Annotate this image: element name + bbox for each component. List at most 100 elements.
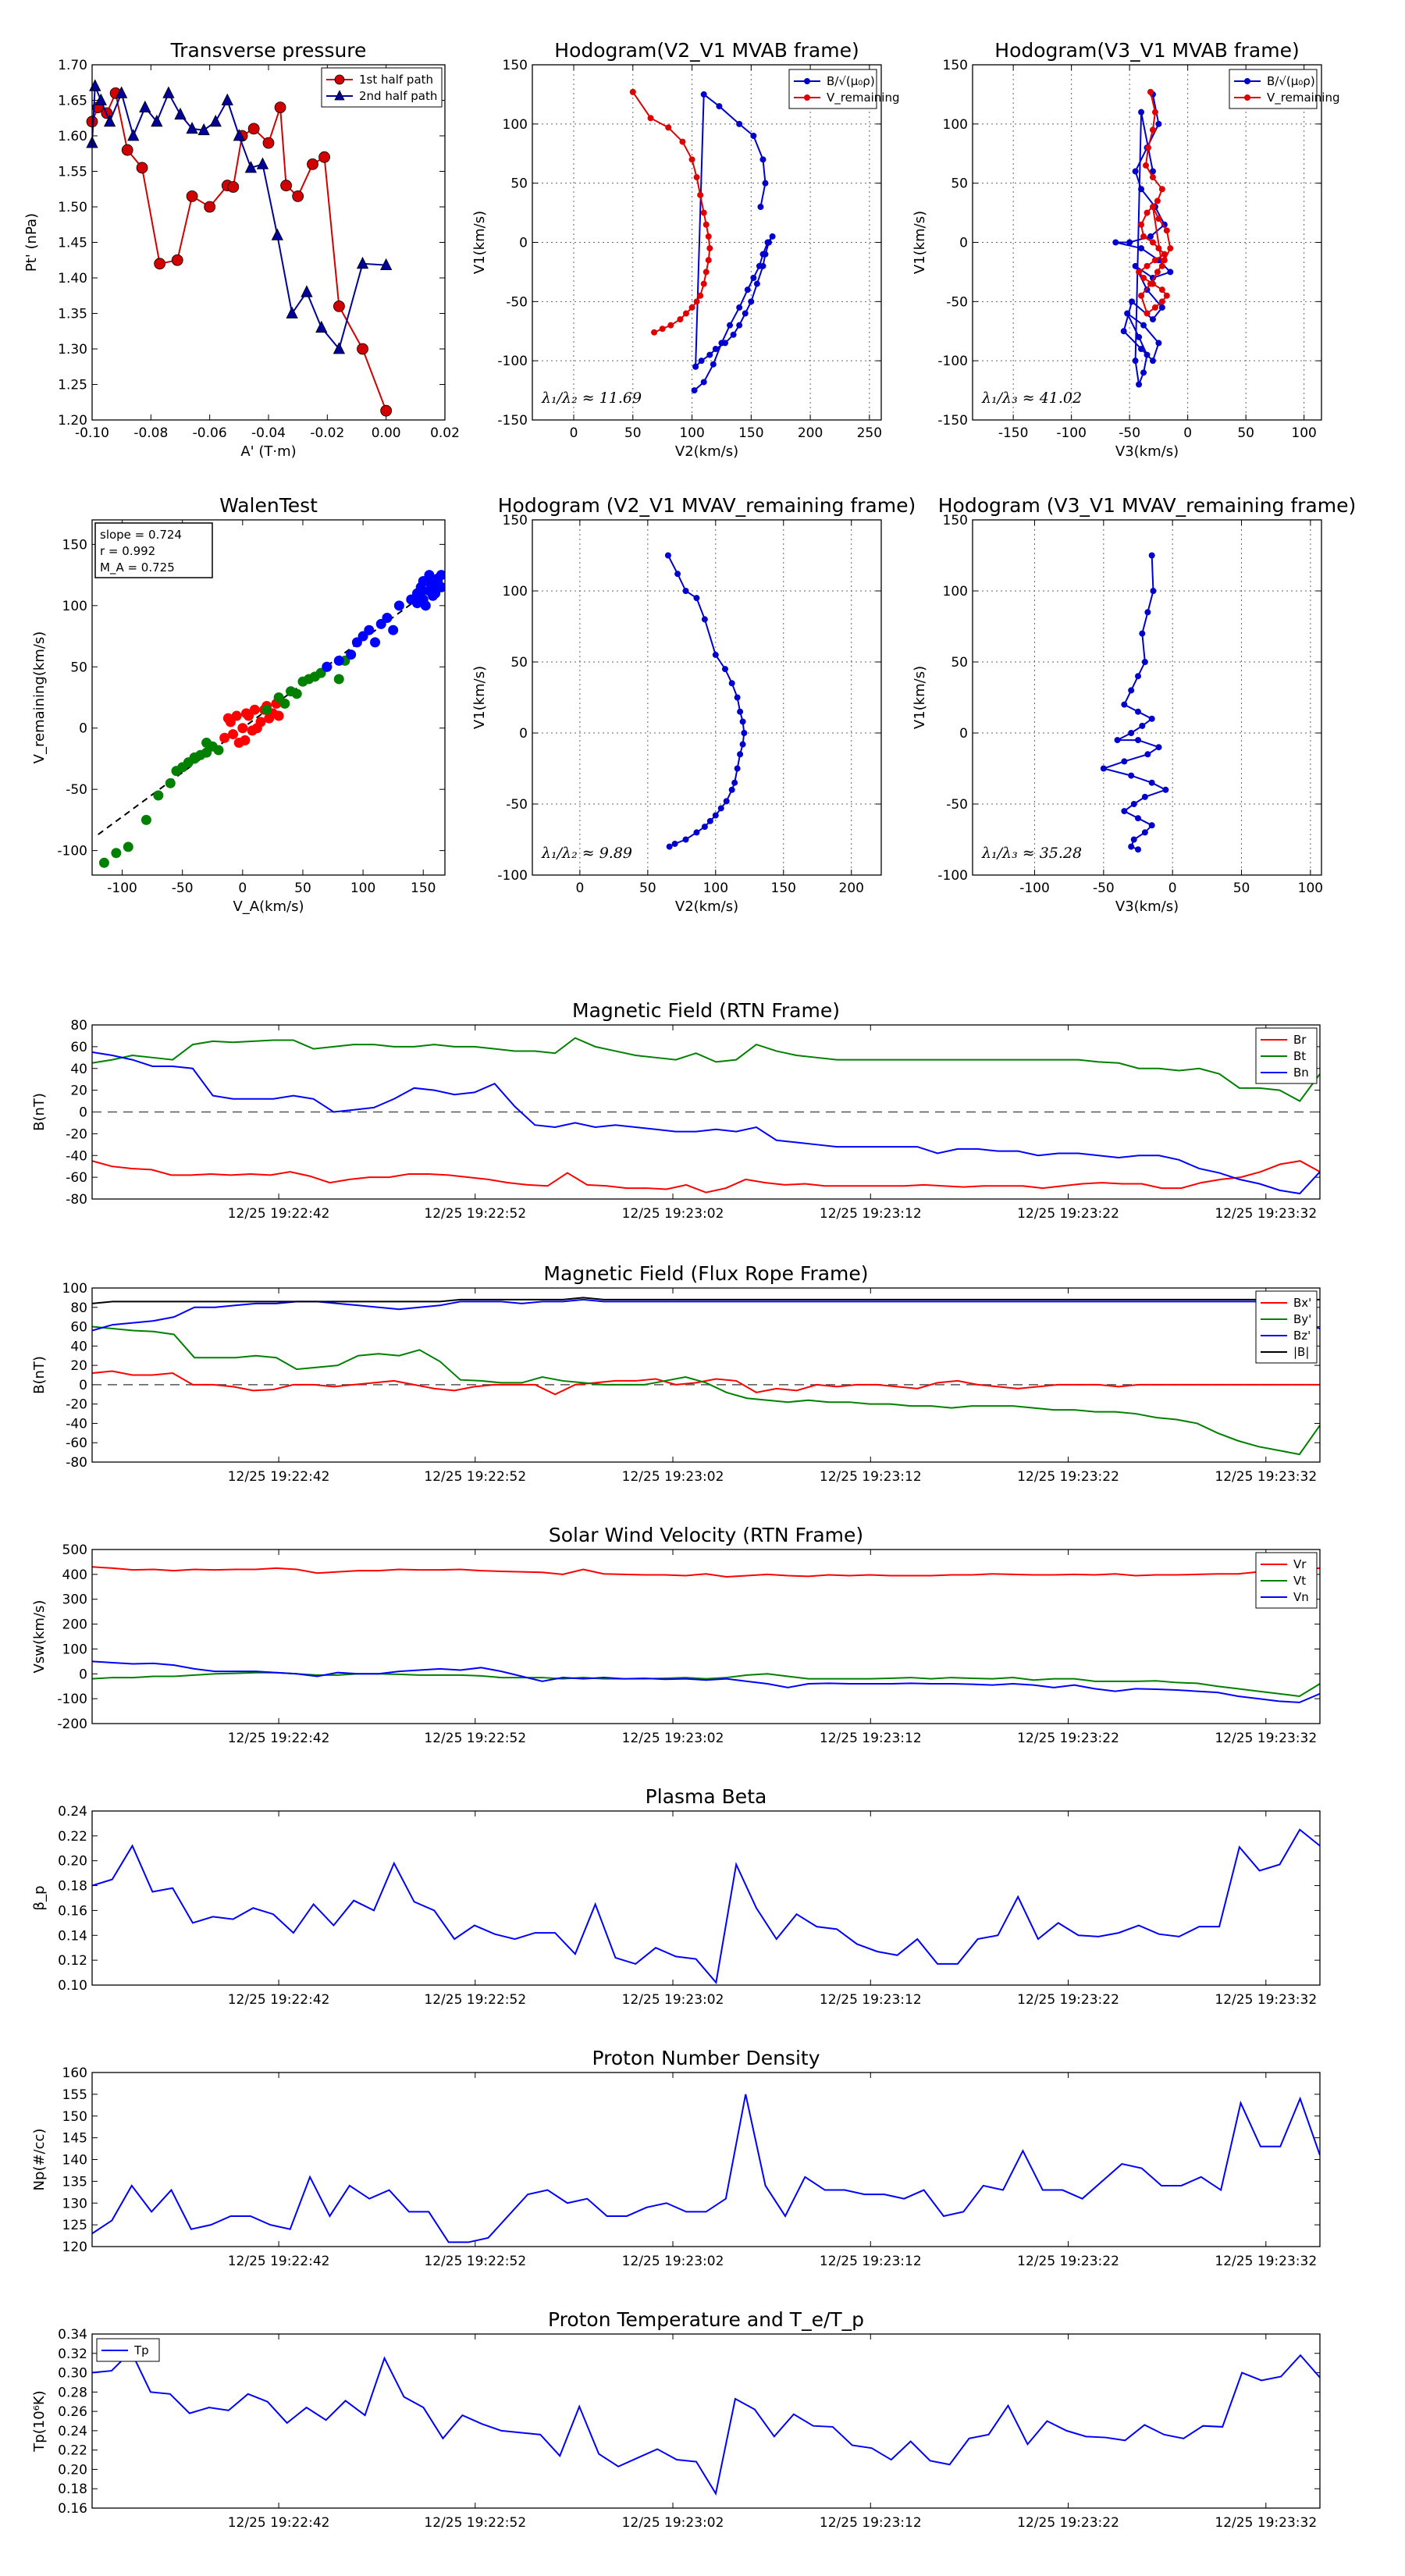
plot-frame (91, 519, 446, 876)
data-point (301, 285, 313, 297)
x-tick-label: -100 (1056, 425, 1087, 441)
data-point (136, 162, 148, 174)
data-point (691, 387, 698, 394)
time-tick-label: 12/25 19:22:42 (228, 1469, 330, 1485)
data-point (315, 320, 328, 333)
time-tick-label: 12/25 19:23:32 (1215, 1992, 1317, 2008)
data-point (804, 94, 810, 101)
y-tick-label: 1.70 (58, 58, 87, 73)
data-point (667, 322, 674, 329)
data-point (1138, 292, 1145, 299)
y-tick-label: 400 (62, 1567, 87, 1583)
data-point (1138, 346, 1145, 352)
data-point (249, 704, 260, 715)
y-tick-label: 0.32 (58, 2347, 87, 2362)
data-point (1141, 659, 1148, 665)
y-tick-label: 200 (62, 1617, 87, 1633)
data-point (174, 107, 187, 120)
data-point (334, 90, 345, 101)
legend-label: Bz' (1293, 1329, 1311, 1343)
data-point (1144, 144, 1151, 151)
data-point (721, 666, 728, 673)
time-tick-label: 12/25 19:22:52 (424, 1206, 526, 1222)
data-point (1154, 197, 1161, 205)
legend (788, 69, 877, 109)
data-point (1140, 322, 1147, 329)
chart-title: Plasma Beta (646, 1785, 767, 1808)
y-axis-label: β_p (31, 1886, 48, 1911)
data-point (186, 122, 198, 134)
data-point (769, 233, 776, 240)
data-point (89, 79, 101, 91)
data-point (121, 144, 133, 156)
data-point (693, 829, 700, 836)
y-axis-label: Np(#/cc) (31, 2129, 48, 2191)
time-tick-label: 12/25 19:22:42 (228, 2254, 330, 2269)
data-point (154, 258, 166, 270)
data-point (701, 824, 708, 831)
x-tick-label: -0.08 (133, 425, 168, 441)
x-tick-label: 100 (679, 425, 704, 441)
y-tick-label: 150 (62, 537, 87, 553)
data-point (766, 239, 773, 246)
data-point (1150, 588, 1157, 594)
series-line (631, 91, 711, 333)
legend-label: Bn (1293, 1066, 1309, 1080)
time-tick-label: 12/25 19:23:12 (820, 1469, 922, 1485)
y-axis-label: V_remaining(km/s) (31, 632, 48, 764)
eigenvalue-ratio: λ₁/λ₂ ≈ 11.69 (541, 390, 642, 407)
data-point (370, 637, 381, 648)
data-point (116, 86, 128, 98)
x-tick-label: -50 (1093, 881, 1115, 896)
data-point (1135, 708, 1142, 715)
data-point (1148, 779, 1155, 786)
data-point (1163, 292, 1170, 299)
data-point (1135, 846, 1142, 853)
data-point (334, 74, 345, 85)
data-point (1140, 233, 1147, 240)
y-tick-label: -200 (57, 1717, 87, 1732)
data-point (428, 590, 439, 601)
data-point (412, 598, 423, 609)
chart-title: Proton Number Density (592, 2047, 820, 2069)
x-tick-label: 150 (771, 881, 796, 896)
data-point (1135, 815, 1142, 822)
data-point (736, 120, 743, 127)
y-tick-label: 150 (943, 58, 968, 73)
data-point (432, 573, 443, 584)
y-tick-label: 20 (70, 1358, 87, 1374)
y-tick-label: 0.20 (58, 1854, 87, 1870)
x-tick-label: -0.02 (310, 425, 344, 441)
y-tick-label: 1.50 (58, 200, 87, 215)
data-point (721, 340, 728, 347)
y-tick-label: -50 (946, 294, 968, 310)
y-tick-label: 1.35 (58, 307, 87, 322)
y-tick-label: 150 (943, 513, 968, 528)
x-tick-label: 0.02 (430, 425, 460, 441)
series-line (92, 1660, 1320, 1703)
time-tick-label: 12/25 19:22:42 (228, 1731, 330, 1746)
data-point (1141, 829, 1148, 836)
x-tick-label: 150 (738, 425, 763, 441)
data-point (712, 346, 719, 352)
chart-title: Solar Wind Velocity (RTN Frame) (549, 1524, 863, 1546)
series-line (1115, 94, 1172, 388)
data-point (1124, 310, 1131, 317)
y-tick-label: 100 (62, 1281, 87, 1297)
y-tick-label: -20 (66, 1397, 87, 1413)
data-point (679, 138, 686, 145)
data-point (705, 257, 712, 264)
data-point (730, 331, 737, 338)
data-point (256, 157, 269, 169)
series-line (92, 1297, 1320, 1304)
y-tick-label: 155 (62, 2087, 87, 2103)
y-tick-label: 100 (943, 117, 968, 133)
data-point (189, 753, 200, 764)
time-tick-label: 12/25 19:22:52 (424, 2515, 526, 2531)
y-axis-label: V1(km/s) (912, 211, 928, 274)
chart-7: Magnetic Field (Flux Rope Frame) -80 -60 -4… (31, 1262, 1321, 1485)
data-point (274, 101, 286, 114)
data-point (1161, 251, 1168, 258)
data-point (716, 103, 723, 110)
data-point (393, 600, 404, 611)
